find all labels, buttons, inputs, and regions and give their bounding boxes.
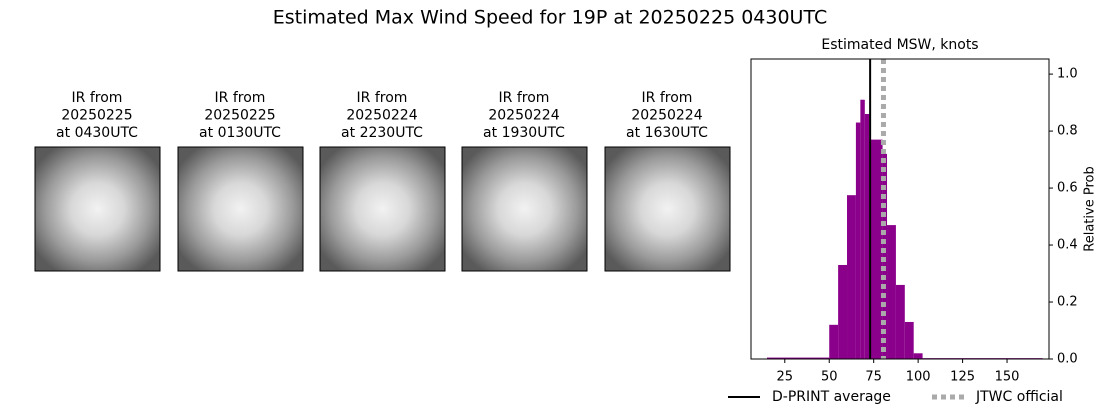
bar bbox=[887, 225, 896, 359]
panel-title: at 1630UTC bbox=[626, 125, 708, 141]
bar bbox=[767, 357, 830, 359]
legend-label: JTWC official bbox=[975, 389, 1063, 405]
panel-title: 20250225 bbox=[61, 108, 132, 124]
chart-title: Estimated MSW, knots bbox=[821, 37, 978, 53]
x-tick-label: 125 bbox=[950, 370, 975, 385]
bar bbox=[864, 113, 870, 360]
figure-title: Estimated Max Wind Speed for 19P at 2025… bbox=[273, 7, 827, 29]
x-tick-label: 150 bbox=[995, 370, 1020, 385]
panel-title: at 1930UTC bbox=[483, 125, 565, 141]
y-tick-label: 1.0 bbox=[1057, 67, 1078, 82]
bar bbox=[913, 353, 923, 359]
ir-image bbox=[461, 146, 588, 272]
bar bbox=[838, 264, 848, 359]
x-tick-label: 100 bbox=[906, 370, 931, 385]
bar bbox=[869, 139, 883, 359]
y-tick-label: 0.8 bbox=[1057, 124, 1078, 139]
bar bbox=[904, 321, 914, 359]
bar bbox=[829, 324, 839, 359]
x-tick-label: 75 bbox=[865, 370, 882, 385]
ir-image bbox=[319, 146, 446, 272]
bar bbox=[895, 284, 905, 359]
y-tick-label: 0.4 bbox=[1057, 238, 1078, 253]
panel-title: IR from bbox=[642, 90, 693, 106]
y-tick-label: 0.6 bbox=[1057, 181, 1078, 196]
panel-title: IR from bbox=[357, 90, 408, 106]
legend-label: D-PRINT average bbox=[772, 389, 891, 405]
plot-frame bbox=[750, 58, 1050, 360]
y-axis-label: Relative Prob bbox=[1083, 166, 1098, 251]
bar bbox=[860, 99, 865, 360]
panel-title: IR from bbox=[72, 90, 123, 106]
ir-image bbox=[177, 146, 304, 272]
panel-title: 20250224 bbox=[346, 108, 417, 124]
panel-title: 20250224 bbox=[631, 108, 702, 124]
panel-title: at 0430UTC bbox=[56, 125, 138, 141]
y-tick-label: 0.0 bbox=[1057, 352, 1078, 367]
bar bbox=[847, 195, 856, 359]
bar bbox=[855, 122, 861, 359]
panel-title: IR from bbox=[215, 90, 266, 106]
panel-title: at 2230UTC bbox=[341, 125, 423, 141]
panel-title: 20250224 bbox=[488, 108, 559, 124]
panel-title: IR from bbox=[499, 90, 550, 106]
panel-title: 20250225 bbox=[204, 108, 275, 124]
ir-image bbox=[604, 146, 731, 272]
panel-title: at 0130UTC bbox=[199, 125, 281, 141]
x-tick-label: 25 bbox=[777, 370, 794, 385]
ir-image bbox=[34, 146, 161, 272]
x-tick-label: 50 bbox=[821, 370, 838, 385]
bar bbox=[882, 153, 888, 359]
y-tick-label: 0.2 bbox=[1057, 295, 1078, 310]
